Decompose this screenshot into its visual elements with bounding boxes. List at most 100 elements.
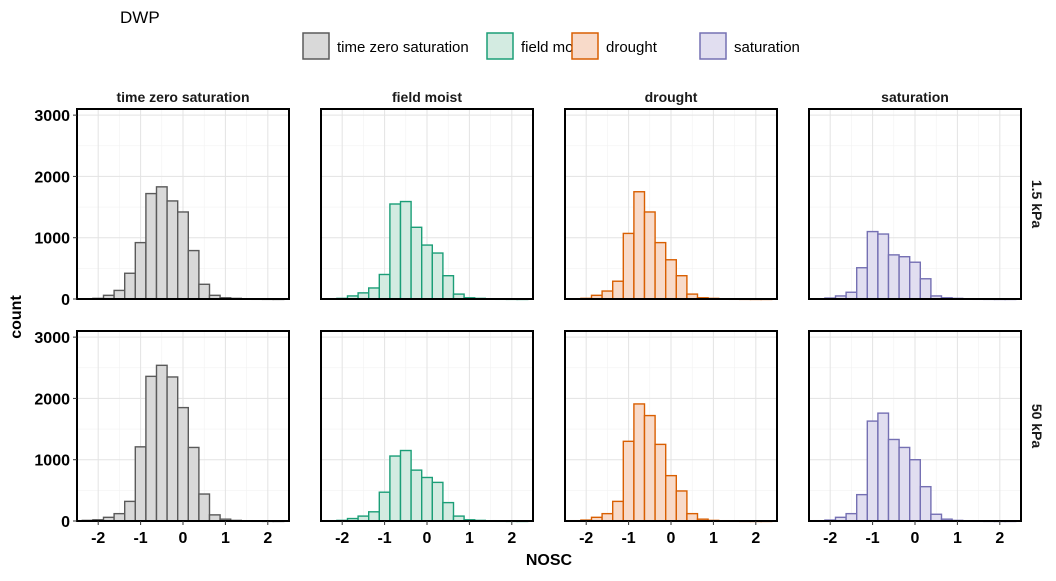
- x-tick-label: -2: [823, 530, 837, 547]
- histogram-bar: [887, 438, 900, 522]
- histogram-bar: [442, 501, 455, 522]
- histogram-bar: [654, 443, 667, 522]
- y-tick-label: 1000: [34, 453, 70, 470]
- histogram-bar: [675, 275, 688, 300]
- facet-title-field-moist: field moist: [392, 89, 462, 105]
- y-tick-label: 1000: [34, 231, 70, 248]
- histogram-bar: [887, 254, 900, 300]
- facet-title-time-zero-saturation: time zero saturation: [116, 89, 249, 105]
- histogram-bar: [399, 449, 412, 522]
- legend-key-drought: [571, 32, 599, 60]
- histogram-bar: [442, 275, 455, 300]
- histogram-bar: [368, 511, 381, 522]
- panel-1-5-kpa-field-moist: [320, 108, 534, 301]
- histogram-bar: [421, 476, 434, 522]
- histogram-bar: [378, 273, 391, 300]
- x-tick-label: -1: [621, 530, 635, 547]
- histogram-bar: [612, 280, 625, 300]
- x-tick-label: 0: [423, 530, 432, 547]
- panel-50-kpa-field-moist: -2 -1 0 1 2: [320, 330, 534, 547]
- x-tick-label: 2: [995, 530, 1004, 547]
- histogram-bar: [431, 481, 444, 522]
- histogram-bar: [166, 200, 179, 300]
- histogram-bar: [612, 500, 625, 522]
- panel-border: [320, 108, 534, 300]
- histogram-bar: [421, 244, 434, 300]
- x-tick-label: -2: [579, 530, 593, 547]
- histogram-bar: [665, 474, 678, 522]
- panels: time zero saturation field moist drought sa…: [34, 89, 1045, 547]
- histogram-bar: [654, 241, 667, 300]
- histogram-bar: [378, 491, 391, 522]
- legend-key-field-moist: [486, 32, 514, 60]
- x-tick-label: 1: [953, 530, 962, 547]
- histogram-bar: [187, 446, 200, 522]
- histogram-bar: [633, 403, 646, 522]
- histogram-bar: [145, 192, 158, 300]
- histogram-bar: [909, 459, 922, 522]
- legend: time zero saturation field moist drought sa…: [302, 32, 800, 60]
- x-tick-label: 1: [465, 530, 474, 547]
- legend-label-drought: drought: [606, 39, 658, 56]
- y-axis-title: count: [8, 295, 25, 339]
- histogram-bar: [856, 493, 869, 522]
- histogram-bar: [877, 233, 890, 300]
- histogram-bar: [113, 512, 126, 522]
- histogram-bar: [123, 500, 136, 522]
- histogram-bar: [368, 287, 381, 300]
- x-tick-label: 2: [263, 530, 272, 547]
- facet-title-drought: drought: [645, 89, 698, 105]
- legend-key-saturation: [699, 32, 727, 60]
- histogram-bar: [410, 226, 423, 300]
- y-tick-label: 2000: [34, 169, 70, 186]
- panel-50-kpa-time-zero-saturation: 0 1000 2000 3000 -2 -1 0 1 2: [34, 330, 290, 547]
- panel-1-5-kpa-saturation: [808, 108, 1022, 301]
- x-tick-label: 1: [221, 530, 230, 547]
- histogram-bar: [919, 278, 932, 300]
- histogram-bar: [845, 512, 858, 522]
- histogram-bar: [866, 230, 879, 300]
- histogram-bar: [643, 414, 656, 522]
- x-tick-label: -1: [133, 530, 147, 547]
- histogram-bar: [856, 267, 869, 300]
- legend-label-time-zero-saturation: time zero saturation: [337, 39, 469, 56]
- y-tick-label: 3000: [34, 108, 70, 125]
- x-tick-label: 0: [911, 530, 920, 547]
- y-tick-label: 3000: [34, 330, 70, 347]
- panel-50-kpa-saturation: -2 -1 0 1 2: [808, 330, 1022, 547]
- y-tick-label: 0: [61, 514, 70, 531]
- histogram-bar: [622, 232, 635, 300]
- histogram-bar: [155, 364, 168, 522]
- legend-label-saturation: saturation: [734, 39, 800, 56]
- histogram-bar: [898, 256, 911, 300]
- histogram-bar: [930, 513, 943, 522]
- histogram-bar: [601, 512, 614, 522]
- facet-row-1-5-kpa: 1.5 kPa: [1029, 180, 1045, 228]
- figure-title: DWP: [120, 8, 160, 27]
- panel-1-5-kpa-time-zero-saturation: 0 1000 2000 3000: [34, 108, 290, 309]
- histogram-bar: [675, 490, 688, 522]
- histogram-bar: [909, 261, 922, 300]
- x-tick-label: -2: [91, 530, 105, 547]
- histogram-bar: [399, 200, 412, 300]
- x-tick-label: 0: [667, 530, 676, 547]
- histogram-bar: [155, 186, 168, 300]
- y-tick-label: 0: [61, 292, 70, 309]
- legend-key-time-zero-saturation: [302, 32, 330, 60]
- histogram-bar: [134, 241, 147, 300]
- x-tick-label: -2: [335, 530, 349, 547]
- histogram-bar: [134, 446, 147, 522]
- histogram-bar: [145, 375, 158, 522]
- histogram-bar: [643, 211, 656, 300]
- facet-title-saturation: saturation: [881, 89, 949, 105]
- panel-50-kpa-drought: -2 -1 0 1 2: [564, 330, 778, 547]
- x-tick-label: 2: [507, 530, 516, 547]
- histogram-bar: [686, 512, 699, 522]
- x-tick-label: 1: [709, 530, 718, 547]
- histogram-bar: [877, 412, 890, 522]
- histogram-bar: [123, 272, 136, 300]
- histogram-bar: [389, 203, 402, 300]
- histogram-bar: [845, 291, 858, 300]
